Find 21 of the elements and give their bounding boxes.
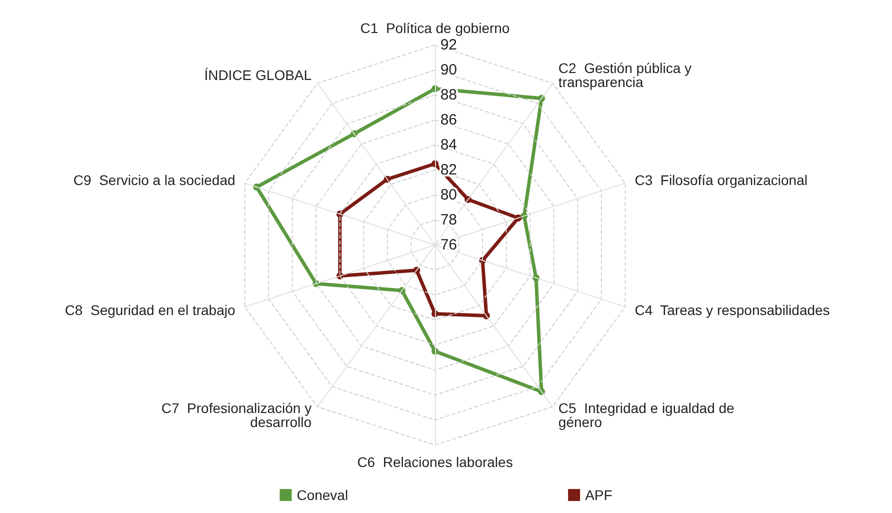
- y-tick-label: 88: [440, 86, 457, 104]
- spoke-label: ÍNDICE GLOBAL: [204, 67, 312, 84]
- y-tick-label: 90: [440, 62, 457, 78]
- spoke-label: C8 Seguridad en el trabajo: [64, 302, 236, 318]
- spoke-label: C1 Política de gobierno: [360, 20, 510, 36]
- legend-label: Coneval: [296, 487, 348, 503]
- spoke-label: C2 Gestión pública y transparencia: [558, 60, 692, 90]
- spoke-label: C3 Filosofía organizacional: [634, 172, 808, 188]
- y-tick-label: 86: [440, 112, 457, 128]
- spoke-label: C5 Integridad e igualdad de género: [558, 400, 735, 430]
- y-tick-label: 82: [440, 162, 457, 178]
- spoke-label: C7 Profesionalización y desarrollo: [161, 400, 312, 430]
- legend-label: APF: [585, 487, 612, 503]
- spoke-label: C4 Tareas y responsabilidades: [634, 302, 830, 318]
- y-tick-label: 80: [440, 186, 457, 204]
- spoke-label: C6 Relaciones laborales: [357, 454, 513, 470]
- spoke-label: C9 Servicio a la sociedad: [73, 172, 236, 188]
- y-tick-label: 78: [440, 212, 457, 228]
- y-tick-label: 92: [440, 36, 457, 54]
- y-tick-label: 84: [440, 136, 457, 154]
- y-tick-label: 76: [440, 236, 457, 254]
